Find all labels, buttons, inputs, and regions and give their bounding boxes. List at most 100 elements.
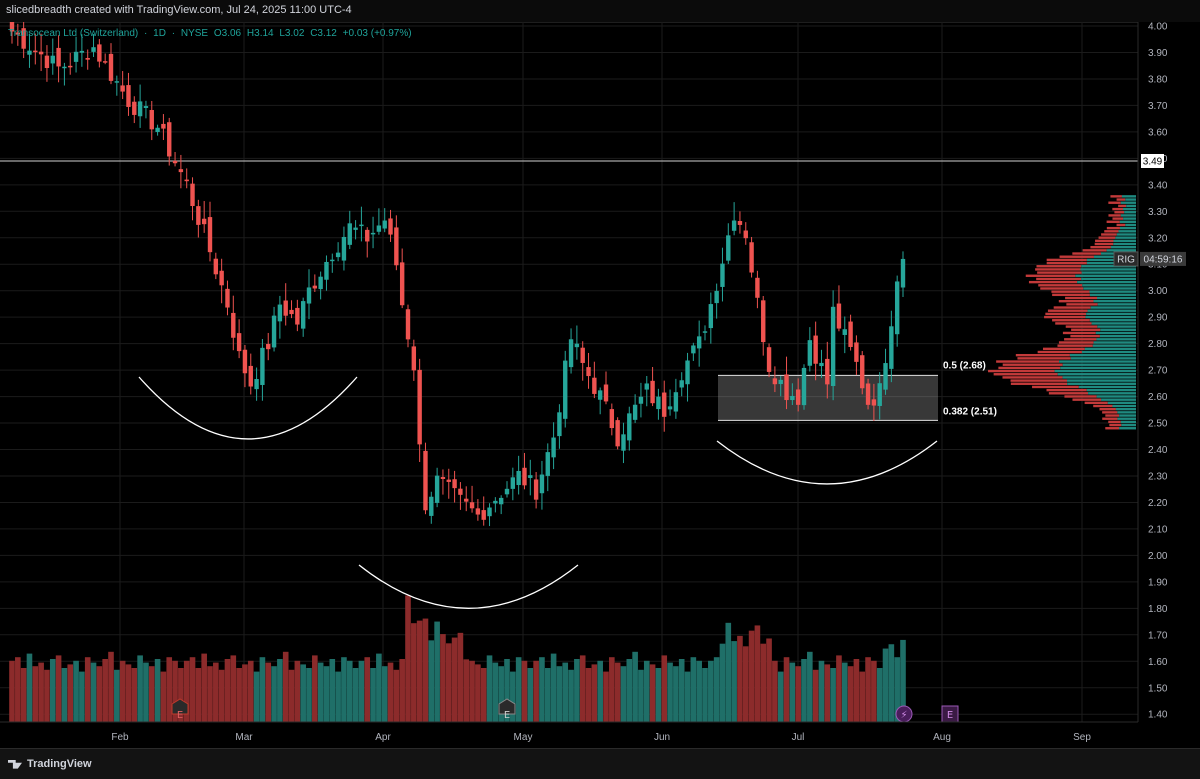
time-tick-label: May: [514, 732, 533, 743]
profile-row-buy: [1062, 376, 1136, 379]
volume-bar: [643, 660, 650, 722]
price-chart[interactable]: 0.5 (2.68) 0.382 (2.51) E E ⚡ E 4.00 3.90 3.8…: [0, 22, 1200, 748]
candle-body: [597, 390, 603, 400]
volume-bar: [277, 659, 283, 722]
candle-body: [691, 345, 696, 354]
candle-body: [545, 452, 550, 476]
profile-row-buy: [1116, 233, 1136, 236]
candle-body: [271, 315, 277, 348]
profile-row-buy: [1097, 325, 1136, 328]
volume-bar: [335, 671, 341, 722]
candle-body: [114, 81, 120, 83]
candle-body: [97, 44, 102, 62]
profile-row-sell: [1036, 265, 1082, 268]
candle-body: [638, 396, 644, 404]
price-axis[interactable]: 4.003.903.803.703.603.503.403.303.203.10…: [1137, 22, 1200, 722]
profile-row-buy: [1122, 207, 1136, 211]
candle-body: [38, 51, 44, 55]
legend-low: L3.02: [279, 28, 305, 39]
event-marker[interactable]: ⚡: [895, 705, 913, 723]
candle-body: [469, 502, 475, 509]
volume-bar: [183, 660, 190, 722]
profile-row-buy: [1112, 404, 1136, 408]
tradingview-logo[interactable]: TradingView: [8, 758, 92, 770]
volume-bar: [213, 662, 219, 722]
symbol-badge: [1113, 251, 1139, 267]
profile-row-sell: [1108, 214, 1121, 217]
volume-bar: [195, 668, 202, 722]
profile-row-buy: [1087, 309, 1136, 312]
time-axis[interactable]: Feb Mar Apr May Jun Jul Aug Sep: [0, 721, 1138, 743]
volume-bar: [742, 646, 749, 722]
candle-body: [755, 277, 760, 298]
candle-body: [167, 122, 172, 157]
candle-body: [877, 383, 882, 406]
candle-body: [172, 160, 178, 164]
time-tick-label: Apr: [375, 732, 391, 743]
profile-row-sell: [1010, 379, 1067, 382]
profile-row-buy: [1119, 414, 1136, 417]
event-marker[interactable]: E: [498, 698, 516, 721]
volume-bar: [271, 666, 277, 722]
candle-body: [213, 258, 219, 275]
volume-bar: [102, 659, 108, 722]
profile-row-sell: [1106, 226, 1120, 230]
fib-label-0-382: 0.382 (2.51): [943, 406, 997, 417]
profile-row-buy: [1081, 277, 1136, 281]
profile-row-buy: [1078, 385, 1136, 389]
event-marker[interactable]: E: [171, 698, 189, 721]
volume-bar: [160, 671, 167, 722]
profile-row-buy: [1121, 423, 1136, 427]
candle-body: [91, 47, 96, 52]
fibonacci-zone: 0.5 (2.68) 0.382 (2.51): [718, 360, 997, 421]
volume-bar: [539, 657, 545, 722]
candle-body: [312, 285, 318, 289]
volume-bar: [416, 620, 423, 722]
profile-row-buy: [1083, 287, 1136, 290]
volume-bar: [84, 657, 91, 722]
volume-bar: [859, 671, 866, 722]
candle-body: [388, 218, 393, 235]
candle-body: [248, 365, 253, 387]
volume-bar: [632, 651, 638, 722]
cup-arc-2[interactable]: [358, 564, 579, 609]
profile-row-sell: [1046, 388, 1087, 392]
candle-body: [411, 346, 417, 371]
candle-body: [347, 223, 352, 245]
profile-row-sell: [996, 360, 1060, 363]
symbol-legend[interactable]: Transocean Ltd (Switzerland) · 1D · NYSE…: [8, 28, 415, 39]
volume-bar: [772, 660, 778, 722]
profile-row-buy: [1070, 357, 1136, 360]
volume-bar: [527, 668, 534, 722]
profile-row-sell: [1072, 398, 1102, 401]
price-tick-label: 2.90: [1148, 313, 1168, 324]
candle-body: [510, 477, 516, 489]
profile-row-buy: [1082, 284, 1136, 287]
cup-arc-3[interactable]: [716, 440, 938, 485]
profile-row-sell: [988, 369, 1055, 373]
candle-body: [539, 474, 545, 494]
profile-row-buy: [1097, 303, 1136, 306]
candle-body: [143, 106, 149, 108]
volume-bar: [544, 668, 551, 722]
volume-bar: [463, 659, 470, 722]
legend-sep-2: ·: [171, 28, 176, 39]
profile-row-sell: [1046, 258, 1087, 262]
profile-row-sell: [1094, 242, 1114, 246]
profile-row-sell: [1035, 268, 1081, 271]
volume-bar: [422, 618, 429, 722]
volume-bar: [795, 666, 801, 722]
candle-body: [766, 347, 772, 372]
event-marker[interactable]: E: [941, 705, 959, 723]
profile-row-sell: [1118, 204, 1127, 208]
profile-row-buy: [1093, 341, 1136, 344]
candle-body: [807, 340, 813, 366]
candle-body: [615, 420, 620, 447]
volume-bar: [166, 657, 173, 722]
volume-bar: [445, 643, 452, 722]
profile-row-sell: [1105, 414, 1120, 417]
volume-bar: [32, 666, 39, 722]
volume-bar: [148, 666, 155, 722]
cup-arc-1[interactable]: [138, 376, 358, 440]
volume-bar: [876, 668, 883, 722]
